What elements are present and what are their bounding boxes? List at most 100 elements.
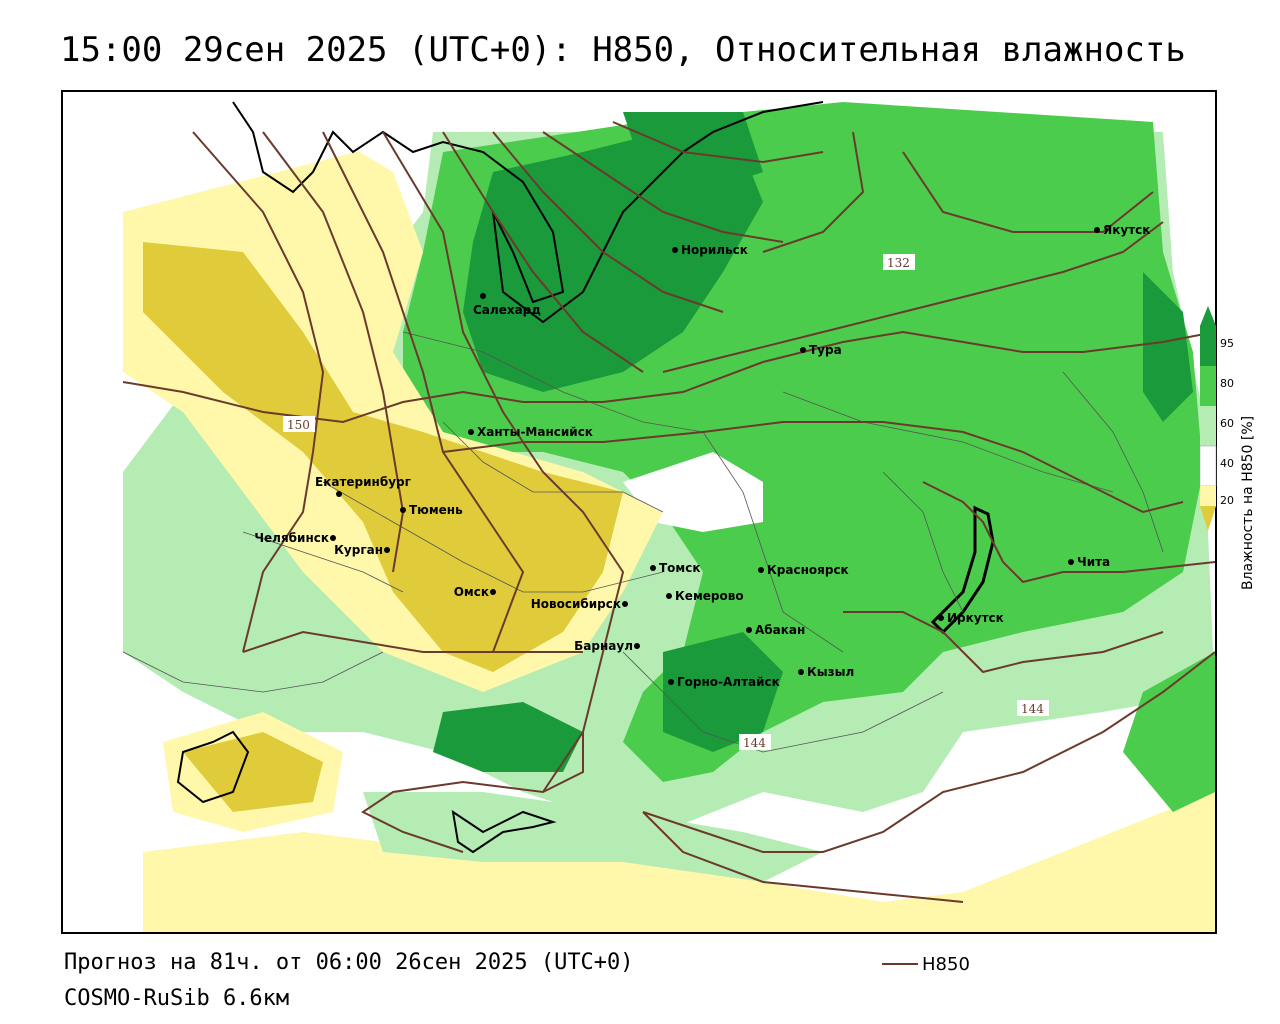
city-label: Кызыл	[807, 665, 854, 679]
map-title: 15:00 29сен 2025 (UTC+0): H850, Относите…	[60, 30, 1186, 70]
humidity-60-area-south	[363, 792, 823, 882]
city-label: Красноярск	[767, 563, 849, 577]
outside-domain-northeast	[1163, 92, 1215, 392]
city-dot	[336, 491, 342, 497]
city-label: Абакан	[755, 623, 805, 637]
city-5: Екатеринбург	[315, 475, 411, 497]
city-label: Норильск	[681, 243, 748, 257]
contour-label-144-south: 144	[739, 734, 771, 750]
city-4: Ханты-Мансийск	[468, 425, 593, 439]
city-13: Красноярск	[758, 563, 849, 577]
city-3: Тура	[800, 343, 842, 357]
svg-text:150: 150	[287, 418, 310, 432]
city-dot	[650, 565, 656, 571]
city-dot	[1094, 227, 1100, 233]
colorbar-tick-40: 40	[1220, 457, 1234, 470]
city-label: Томск	[659, 561, 701, 575]
city-markers: Якутск Норильск Салехард Тура Ханты-Мансийск…	[254, 223, 1150, 689]
humidity-20-area-south	[143, 792, 1215, 932]
city-dot	[480, 293, 486, 299]
colorbar-band-60	[1200, 406, 1216, 446]
city-11: Томск	[650, 561, 701, 575]
humidity-80-area-southeast	[1123, 652, 1215, 812]
legend-h850-line	[882, 963, 918, 965]
colorbar-title: Влажность на H850 [%]	[1240, 415, 1256, 590]
city-label: Екатеринбург	[315, 475, 411, 489]
city-label: Тюмень	[409, 503, 463, 517]
colorbar-tick-80: 80	[1220, 377, 1234, 390]
city-label: Кемерово	[675, 589, 744, 603]
colorbar-band-20	[1200, 486, 1216, 506]
city-label: Горно-Алтайск	[677, 675, 780, 689]
city-dot	[672, 247, 678, 253]
city-dot	[622, 601, 628, 607]
outside-domain-northwest	[63, 92, 433, 672]
lake-baikal	[930, 505, 995, 635]
svg-text:132: 132	[887, 256, 910, 270]
contour-label-144-east: 144	[1017, 700, 1049, 716]
city-label: Иркутск	[947, 611, 1004, 625]
model-name: COSMO-RuSib 6.6км	[64, 986, 290, 1011]
colorbar-band-40	[1199, 445, 1217, 487]
region-borders	[122, 331, 1164, 753]
map-canvas: 132 150 144 144 Якутск Норильск Салехард Ту…	[63, 92, 1215, 932]
forecast-info: Прогноз на 81ч. от 06:00 26сен 2025 (UTC…	[64, 950, 634, 975]
city-dot	[468, 429, 474, 435]
city-19: Чита	[1068, 555, 1110, 569]
city-label: Чита	[1077, 555, 1110, 569]
city-17: Кызыл	[798, 665, 854, 679]
city-1: Норильск	[672, 243, 748, 257]
city-dot	[1068, 559, 1074, 565]
map-panel: 132 150 144 144 Якутск Норильск Салехард Ту…	[61, 90, 1217, 934]
city-7: Челябинск	[254, 531, 336, 545]
city-14: Барнаул	[574, 639, 640, 653]
city-label: Челябинск	[254, 531, 329, 545]
colorbar-band-80	[1200, 366, 1216, 406]
city-label: Ханты-Мансийск	[477, 425, 593, 439]
humidity-0-area-southwest	[183, 732, 323, 812]
legend-h850-label: H850	[922, 954, 970, 975]
city-dot	[758, 567, 764, 573]
humidity-95-area-north	[463, 132, 763, 392]
city-15: Абакан	[746, 623, 805, 637]
humidity-95-area-south	[433, 702, 583, 772]
aral-sea	[176, 730, 250, 804]
colorbar-tick-95: 95	[1220, 337, 1234, 350]
colorbar-band-95	[1200, 326, 1216, 366]
contour-label-150: 150	[283, 416, 315, 432]
city-dot	[938, 615, 944, 621]
lake-balkhash	[451, 809, 557, 854]
city-2: Салехард	[473, 293, 541, 317]
city-dot	[746, 627, 752, 633]
coastline	[232, 101, 824, 324]
colorbar-tick-60: 60	[1220, 417, 1234, 430]
city-label: Якутск	[1103, 223, 1150, 237]
city-dot	[634, 643, 640, 649]
city-12: Кемерово	[666, 589, 744, 603]
city-10: Новосибирск	[531, 597, 628, 611]
city-label: Новосибирск	[531, 597, 621, 611]
city-16: Горно-Алтайск	[668, 675, 780, 689]
contour-label-132: 132	[883, 254, 915, 270]
svg-text:144: 144	[743, 736, 766, 750]
city-label: Барнаул	[574, 639, 633, 653]
city-dot	[668, 679, 674, 685]
city-dot	[400, 507, 406, 513]
city-label: Тура	[809, 343, 842, 357]
city-label: Салехард	[473, 303, 541, 317]
city-9: Омск	[454, 585, 496, 599]
city-6: Тюмень	[400, 503, 463, 517]
city-dot	[798, 669, 804, 675]
colorbar-tick-20: 20	[1220, 494, 1234, 507]
city-dot	[384, 547, 390, 553]
colorbar-bottom-arrow	[1200, 506, 1216, 531]
humidity-95-area-east	[1143, 272, 1193, 422]
city-label: Омск	[454, 585, 489, 599]
colorbar-top-arrow	[1200, 306, 1216, 326]
city-dot	[800, 347, 806, 353]
city-dot	[330, 535, 336, 541]
city-dot	[490, 589, 496, 595]
humidity-95-area-northeast	[623, 112, 763, 192]
city-label: Курган	[334, 543, 383, 557]
humidity-0-area-west	[143, 242, 623, 672]
